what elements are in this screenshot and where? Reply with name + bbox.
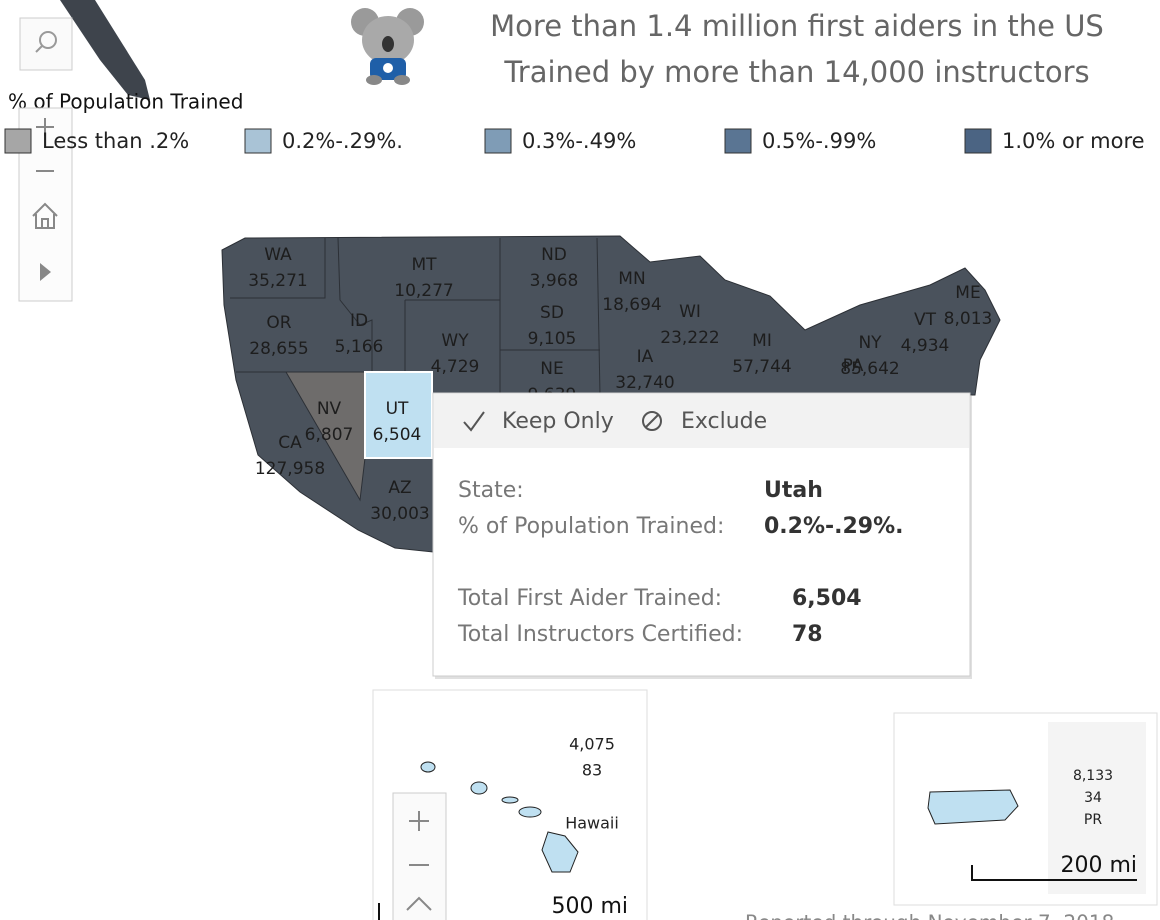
- state-value: 28,655: [249, 339, 308, 359]
- state-value: 4,934: [901, 336, 950, 356]
- legend-swatch[interactable]: [4, 128, 32, 154]
- state-abbr: SD: [540, 303, 564, 323]
- tooltip-label: Total Instructors Certified:: [457, 622, 743, 647]
- state-abbr: MN: [618, 269, 645, 289]
- state-value: 5,166: [335, 337, 384, 357]
- map-controls: [18, 17, 73, 302]
- tooltip-label: State:: [458, 478, 524, 503]
- state-abbr: NE: [540, 359, 563, 379]
- state-abbr: WY: [441, 331, 469, 351]
- legend-swatch[interactable]: [724, 128, 752, 154]
- exclude-button[interactable]: Exclude: [681, 409, 767, 434]
- legend-label[interactable]: 0.3%-.49%: [522, 129, 636, 153]
- state-ut[interactable]: [364, 371, 433, 459]
- state-value: 18,694: [602, 295, 661, 315]
- keep-only-button[interactable]: Keep Only: [502, 409, 614, 434]
- state-abbr: NY: [858, 333, 882, 353]
- state-abbr: CA: [278, 433, 302, 453]
- state-value: 10,277: [394, 281, 453, 301]
- tooltip-value: 78: [792, 622, 823, 647]
- state-value: 85,642: [840, 359, 899, 379]
- state-value: 4,729: [431, 357, 480, 377]
- state-abbr: WA: [264, 245, 292, 265]
- hawaii-trained: 4,075: [569, 735, 615, 754]
- legend-label[interactable]: 0.5%-.99%: [762, 129, 876, 153]
- legend-swatch[interactable]: [964, 128, 992, 154]
- hawaii-name: Hawaii: [565, 814, 619, 833]
- legend-label[interactable]: Less than .2%: [42, 129, 189, 153]
- pr-name: PR: [1084, 812, 1102, 828]
- state-value: 127,958: [255, 459, 325, 479]
- state-abbr: ND: [541, 245, 567, 265]
- expand-button[interactable]: [40, 263, 51, 281]
- subtitle: Trained by more than 14,000 instructors: [503, 55, 1089, 89]
- state-value: 35,271: [248, 271, 307, 291]
- state-value: 57,744: [732, 357, 791, 377]
- search-button[interactable]: [19, 17, 73, 71]
- state-value: 23,222: [660, 328, 719, 348]
- title: More than 1.4 million first aiders in th…: [490, 9, 1104, 43]
- zoom-in[interactable]: [36, 118, 54, 136]
- pr-scale: 200 mi: [1060, 853, 1137, 878]
- state-abbr: NV: [317, 399, 342, 419]
- state-value: 6,807: [305, 425, 354, 445]
- pr-instructors: 34: [1084, 790, 1102, 806]
- state-value: 9,105: [528, 329, 577, 349]
- state-abbr: AZ: [388, 478, 411, 498]
- state-abbr: IA: [637, 347, 654, 367]
- pr-trained: 8,133: [1073, 768, 1113, 784]
- legend-swatch[interactable]: [244, 128, 272, 154]
- tooltip-label: % of Population Trained:: [458, 514, 724, 539]
- tooltip-label: Total First Aider Trained:: [457, 586, 722, 611]
- state-abbr: WI: [679, 302, 701, 322]
- state-abbr: OR: [266, 313, 291, 333]
- state-abbr: MI: [752, 331, 772, 351]
- legend-label[interactable]: 0.2%-.29%.: [282, 129, 403, 153]
- koala-icon: [351, 8, 424, 85]
- state-abbr: PA: [843, 356, 864, 376]
- state-abbr: ME: [955, 283, 980, 303]
- hawaii-inset: [372, 689, 648, 920]
- state-abbr: MT: [411, 255, 437, 275]
- footer: Reported through November 7, 2018: [745, 911, 1114, 920]
- state-value: 8,013: [944, 309, 993, 329]
- check-icon: [463, 411, 485, 432]
- tooltip-value: 6,504: [792, 586, 862, 611]
- tooltip-value: Utah: [764, 478, 823, 503]
- coastline: [60, 0, 150, 100]
- state-value: 6,504: [373, 425, 422, 445]
- state-abbr: ID: [350, 311, 368, 331]
- state-abbr: VT: [914, 310, 937, 330]
- state-abbr: UT: [386, 399, 409, 419]
- legend-label[interactable]: 1.0% or more: [1002, 129, 1145, 153]
- state-value: 3,968: [530, 271, 579, 291]
- state-value: 30,003: [370, 504, 429, 524]
- legend-swatch[interactable]: [484, 128, 512, 154]
- home-button[interactable]: [32, 202, 58, 229]
- hawaii-scale: 500 mi: [551, 894, 628, 919]
- tooltip-value: 0.2%-.29%.: [764, 514, 904, 539]
- tooltip: [432, 392, 972, 679]
- state-value: 32,740: [615, 373, 674, 393]
- hawaii-instructors: 83: [582, 761, 602, 780]
- pr-inset: [893, 712, 1158, 906]
